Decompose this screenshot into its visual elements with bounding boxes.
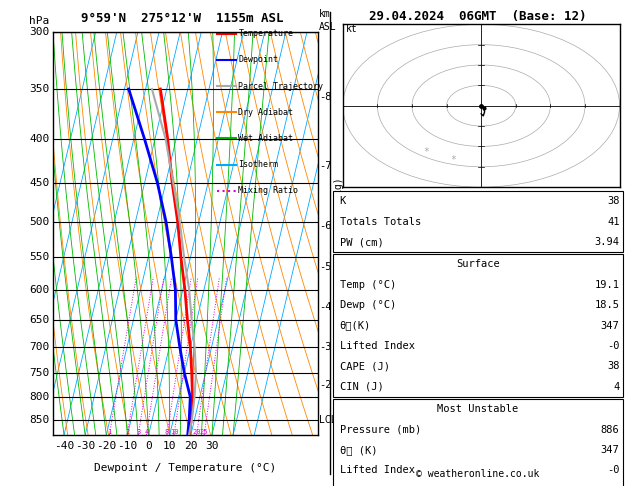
Text: Lifted Index: Lifted Index [340,341,415,351]
Text: K: K [340,196,346,206]
Text: -40: -40 [54,441,74,451]
Text: LCL: LCL [319,415,337,424]
Text: *: * [423,147,429,156]
Text: 450: 450 [30,177,50,188]
Text: PW (cm): PW (cm) [340,237,384,247]
Text: Most Unstable: Most Unstable [437,404,519,414]
Text: -0: -0 [607,466,620,475]
Text: 25: 25 [200,429,208,435]
Text: 347: 347 [601,445,620,455]
Text: Temperature: Temperature [238,29,293,38]
Text: CAPE (J): CAPE (J) [340,362,389,371]
Text: 29.04.2024  06GMT  (Base: 12): 29.04.2024 06GMT (Base: 12) [369,10,587,23]
Text: -0: -0 [607,341,620,351]
Text: 750: 750 [30,368,50,378]
Text: Lifted Index: Lifted Index [340,466,415,475]
Text: -6: -6 [319,221,331,230]
Text: 38: 38 [607,196,620,206]
Text: 20: 20 [184,441,198,451]
Text: 10: 10 [163,441,177,451]
Text: 18.5: 18.5 [594,300,620,310]
Text: 10: 10 [170,429,178,435]
Text: -8: -8 [319,92,331,103]
Text: CIN (J): CIN (J) [340,382,384,392]
Text: 30: 30 [205,441,219,451]
Text: 700: 700 [30,342,50,352]
Text: 8: 8 [165,429,169,435]
Text: Mixing Ratio: Mixing Ratio [238,187,298,195]
Text: -10: -10 [118,441,138,451]
Text: Dry Adiabat: Dry Adiabat [238,108,293,117]
Text: 0: 0 [145,441,152,451]
Text: 2: 2 [125,429,130,435]
Text: km: km [319,10,331,19]
Text: © weatheronline.co.uk: © weatheronline.co.uk [416,469,540,479]
Text: Totals Totals: Totals Totals [340,217,421,226]
Text: 4: 4 [613,382,620,392]
Text: 886: 886 [601,425,620,434]
Text: ASL: ASL [319,21,337,32]
Text: 850: 850 [30,415,50,424]
Text: -3: -3 [319,342,331,352]
Text: *: * [450,155,457,165]
Text: 20: 20 [192,429,201,435]
Text: 4: 4 [144,429,148,435]
Text: 1: 1 [107,429,111,435]
Text: 500: 500 [30,217,50,227]
Text: 400: 400 [30,134,50,144]
Text: -7: -7 [319,161,331,171]
Text: 300: 300 [30,27,50,36]
Text: 41: 41 [607,217,620,226]
Text: -30: -30 [75,441,95,451]
Text: -4: -4 [319,302,331,312]
Text: Isotherm: Isotherm [238,160,279,169]
Text: Dewp (°C): Dewp (°C) [340,300,396,310]
Text: 350: 350 [30,84,50,94]
Text: hPa: hPa [30,16,50,26]
Text: θᴄ (K): θᴄ (K) [340,445,377,455]
Text: -20: -20 [96,441,116,451]
Text: kt: kt [346,24,358,35]
Text: Mixing Ratio (g/kg): Mixing Ratio (g/kg) [334,177,344,289]
Text: Pressure (mb): Pressure (mb) [340,425,421,434]
Text: 3: 3 [136,429,140,435]
Text: Dewpoint: Dewpoint [238,55,279,64]
Text: Wet Adiabat: Wet Adiabat [238,134,293,143]
Text: 347: 347 [601,321,620,330]
Text: Temp (°C): Temp (°C) [340,280,396,290]
Text: θᴄ(K): θᴄ(K) [340,321,371,330]
Text: Parcel Trajectory: Parcel Trajectory [238,82,323,90]
Text: 800: 800 [30,392,50,402]
Text: 38: 38 [607,362,620,371]
Text: 550: 550 [30,252,50,262]
Text: -5: -5 [319,262,331,272]
Text: 3.94: 3.94 [594,237,620,247]
Text: 650: 650 [30,314,50,325]
Text: -2: -2 [319,380,331,390]
Text: 9°59'N  275°12'W  1155m ASL: 9°59'N 275°12'W 1155m ASL [81,12,284,25]
Text: 19.1: 19.1 [594,280,620,290]
Text: 600: 600 [30,285,50,295]
Text: Dewpoint / Temperature (°C): Dewpoint / Temperature (°C) [94,463,277,473]
Text: Surface: Surface [456,260,500,269]
